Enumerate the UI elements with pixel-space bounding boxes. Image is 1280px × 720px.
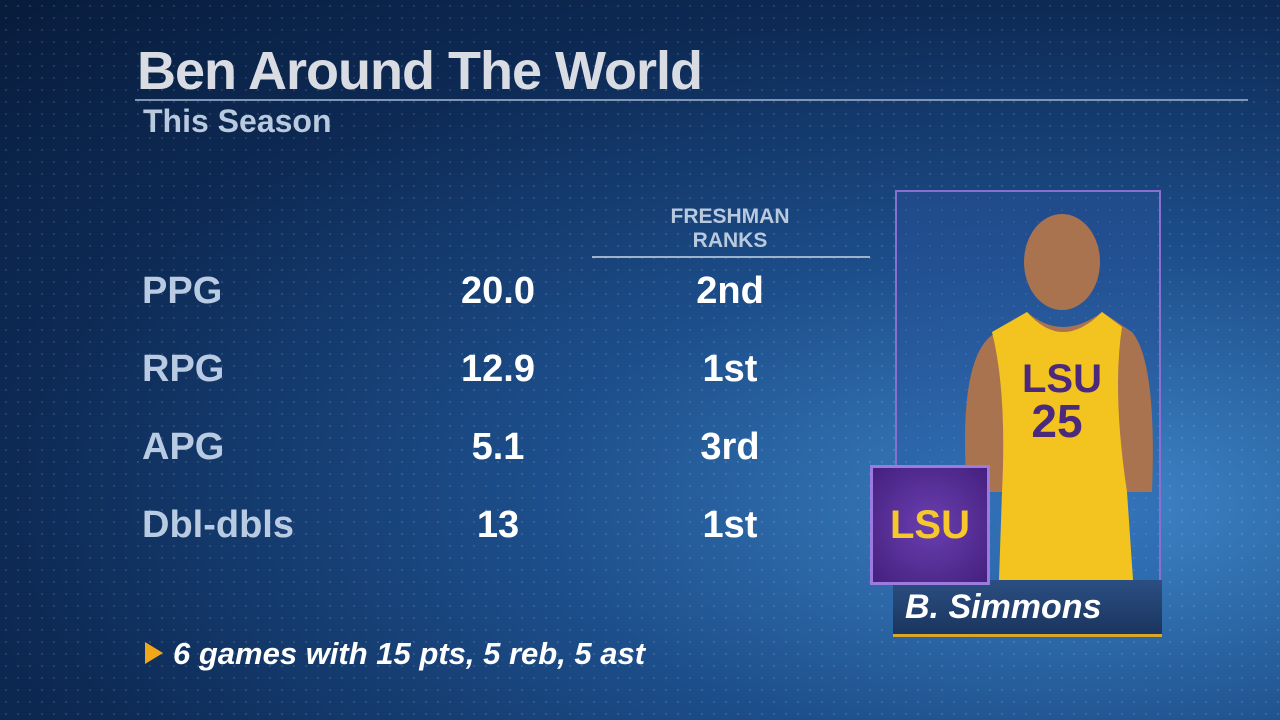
subtitle: This Season — [143, 103, 332, 139]
stat-rank: 2nd — [696, 270, 764, 312]
title: Ben Around The World — [137, 41, 703, 101]
jersey-number: 25 — [1031, 395, 1082, 447]
stat-label: APG — [142, 426, 225, 468]
stat-value: 12.9 — [461, 348, 535, 390]
jersey-wordmark: LSU — [1022, 357, 1102, 401]
bullet — [145, 642, 163, 664]
footnote: 6 games with 15 pts, 5 reb, 5 ast — [173, 636, 646, 671]
stat-rank: 1st — [702, 504, 758, 546]
player-photo: LSU 25 — [965, 214, 1153, 634]
player-card: LSU 25 — [895, 190, 1161, 636]
jersey — [992, 312, 1137, 634]
stat-value: 20.0 — [461, 270, 535, 312]
player-name: B. Simmons — [905, 588, 1102, 626]
column-rule — [592, 256, 870, 258]
stat-value: 5.1 — [471, 426, 525, 468]
team-logo: LSU — [870, 465, 990, 585]
stat-rank: 1st — [702, 348, 758, 390]
name-bar — [893, 580, 1162, 637]
stat-label: RPG — [142, 348, 225, 390]
stat-label: PPG — [142, 270, 223, 312]
head — [1024, 214, 1100, 310]
stat-label: Dbl-dbls — [142, 504, 294, 546]
title-rule — [135, 99, 1248, 101]
stat-rank: 3rd — [700, 426, 760, 468]
stat-value: 13 — [476, 504, 520, 546]
column-header: FRESHMAN RANKS — [670, 205, 790, 252]
